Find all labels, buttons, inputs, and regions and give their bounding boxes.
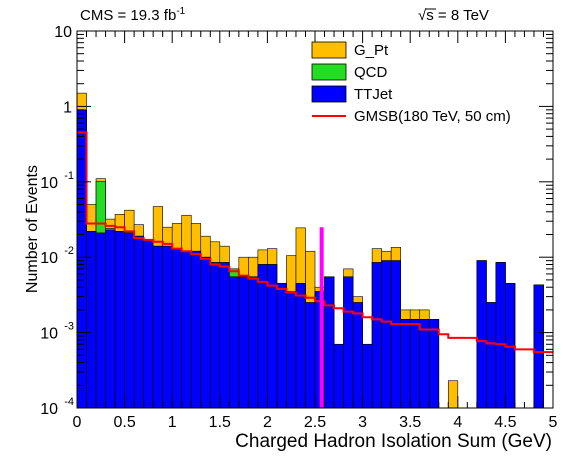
legend-swatch-g-pt <box>311 41 347 59</box>
energy-annotation: √s = 8 TeV <box>418 7 489 24</box>
bar-ttjet <box>409 319 421 409</box>
bar-ttjet <box>286 291 297 409</box>
bar-ttjet <box>152 245 163 409</box>
bar-ttjet <box>486 302 497 409</box>
x-tick-label: 0.5 <box>113 414 135 431</box>
x-tick-label: 1 <box>168 414 177 431</box>
x-tick-label: 3.5 <box>399 414 421 431</box>
bar-ttjet <box>476 260 487 409</box>
bar-ttjet <box>238 276 249 409</box>
y-tick-exponent: -2 <box>64 245 74 257</box>
x-tick-label: 4 <box>453 414 462 431</box>
bar-ttjet <box>257 264 268 409</box>
bar-ttjet <box>209 262 221 409</box>
bar-ttjet <box>343 276 354 409</box>
y-axis: 10 1 10 -1 10 -2 10 -3 10 -4 <box>40 24 553 418</box>
bar-ttjet <box>419 319 430 409</box>
bar-ttjet <box>200 256 211 409</box>
x-axis-title: Charged Hadron Isolation Sum (GeV) <box>235 431 552 452</box>
x-tick-label: 5 <box>549 414 558 431</box>
bar-ttjet <box>352 302 363 409</box>
bar-ttjet <box>114 231 125 409</box>
y-tick-label: 10 <box>40 175 58 192</box>
bar-ttjet <box>143 239 154 409</box>
legend-swatch-ttjet <box>311 85 347 103</box>
bar-ttjet <box>171 248 183 409</box>
bar-ttjet <box>362 343 373 409</box>
y-tick-label: 10 <box>40 401 58 418</box>
y-tick-label: 10 <box>40 326 58 343</box>
x-tick-label: 0 <box>73 414 82 431</box>
bar-ttjet <box>105 229 116 409</box>
y-tick-label: 1 <box>63 99 72 116</box>
bar-ttjet <box>381 260 392 409</box>
histogram-bars <box>76 92 544 409</box>
lumi-annotation: CMS = 19.3 fb-1 <box>80 6 186 24</box>
bar-ttjet <box>229 276 240 409</box>
bar-ttjet <box>295 283 306 409</box>
x-tick-label: 2 <box>263 414 272 431</box>
bar-ttjet <box>333 343 344 409</box>
legend-label-qcd: QCD <box>354 64 388 81</box>
bar-ttjet <box>305 302 316 409</box>
x-tick-label: 4.5 <box>494 414 516 431</box>
lumi-annotation-sup: -1 <box>176 6 185 17</box>
bar-ttjet <box>533 284 544 409</box>
legend-label-ttjet: TTJet <box>354 86 393 103</box>
legend-swatch-qcd <box>311 63 347 81</box>
bar-ttjet <box>276 283 287 409</box>
y-tick-exponent: -1 <box>64 170 74 182</box>
bar-ttjet <box>181 250 192 409</box>
energy-root: √s <box>418 7 434 24</box>
x-axis: 0 0.5 1 1.5 2 2.5 3 3.5 4 4.5 5 <box>73 31 558 431</box>
svg-text:√s = 8 TeV: √s = 8 TeV <box>418 7 489 24</box>
bar-ttjet <box>76 109 87 409</box>
legend-label-g-pt: G_Pt <box>354 42 389 59</box>
x-tick-label: 2.5 <box>304 414 326 431</box>
bar-ttjet <box>400 319 411 409</box>
signal-line-group <box>77 131 553 354</box>
bar-ttjet <box>162 245 173 409</box>
bar-ttjet <box>495 262 506 409</box>
y-tick-label: 10 <box>40 250 58 267</box>
y-axis-title: Number of Events <box>24 165 41 293</box>
energy-value: = 8 TeV <box>434 7 489 24</box>
y-tick-label: 10 <box>54 24 72 41</box>
bar-ttjet <box>390 260 401 409</box>
bar-ttjet <box>95 232 106 409</box>
legend: G_Pt QCD TTJet GMSB(180 TeV, 50 cm) <box>311 41 511 125</box>
bar-ttjet <box>371 262 382 409</box>
y-tick-exponent: -3 <box>64 321 74 333</box>
x-tick-label: 1.5 <box>209 414 231 431</box>
signal-line <box>77 131 553 354</box>
bar-ttjet <box>133 235 144 409</box>
x-tick-label: 3 <box>358 414 367 431</box>
bar-ttjet <box>219 262 230 409</box>
bar-ttjet <box>505 283 516 409</box>
bar-ttjet <box>248 276 259 409</box>
y-tick-exponent: -4 <box>64 396 74 408</box>
bar-ttjet <box>190 250 202 409</box>
bar-ttjet <box>324 276 335 409</box>
bar-ttjet <box>124 232 135 409</box>
bar-ttjet <box>428 319 440 409</box>
bar-ttjet <box>86 231 97 409</box>
legend-label-gmsb-180-tev-50-cm: GMSB(180 TeV, 50 cm) <box>354 108 511 125</box>
bar-g-pt <box>447 380 459 409</box>
